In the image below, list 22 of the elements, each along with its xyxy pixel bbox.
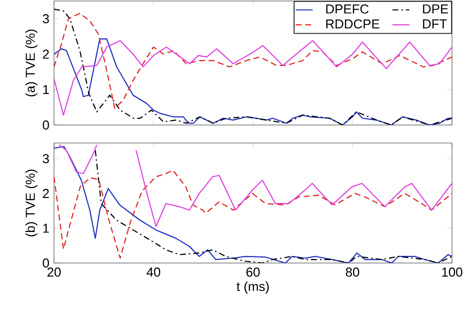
- x-tick-label: 100: [442, 268, 462, 277]
- y-tick-label: 2: [42, 50, 49, 59]
- y-tick-label: 3: [42, 154, 49, 164]
- x-tick-label: 80: [346, 268, 360, 277]
- legend-label: DFT: [423, 19, 447, 28]
- x-tick-label: 20: [47, 268, 61, 277]
- legend-label: DPEFC: [326, 4, 369, 14]
- y-axis-title: (a) TVE (%): [25, 30, 38, 96]
- y-axis-title: (b) TVE (%): [25, 170, 38, 236]
- y-tick-label: 1: [43, 224, 49, 233]
- y-tick-label: 0: [42, 258, 49, 268]
- x-tick-label: 60: [246, 268, 260, 277]
- y-tick-label: 2: [42, 188, 49, 198]
- line-series: [54, 12, 452, 109]
- y-tick-label: 1: [43, 85, 49, 94]
- legend-label: RDDCPE: [326, 19, 380, 29]
- line-series: [54, 170, 452, 259]
- y-tick-label: 0: [42, 120, 49, 130]
- y-tick-label: 3: [42, 14, 49, 24]
- legend-label: DPE: [423, 4, 448, 14]
- x-tick-label: 40: [146, 268, 160, 277]
- x-axis-title: t (ms): [236, 282, 269, 294]
